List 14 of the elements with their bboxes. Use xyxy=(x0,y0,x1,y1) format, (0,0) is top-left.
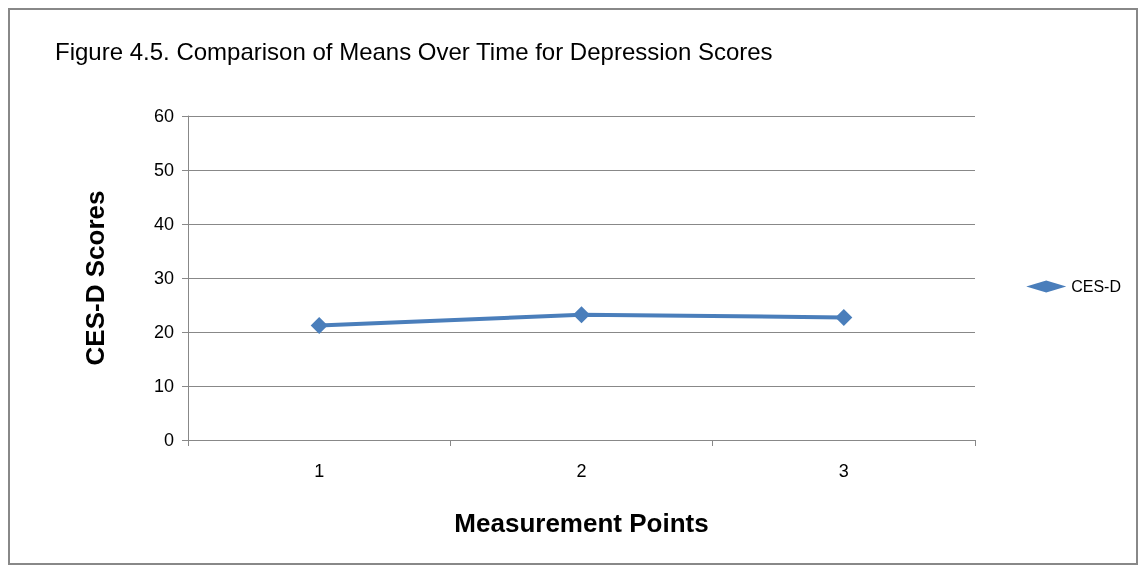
x-tick-label: 2 xyxy=(576,461,587,481)
legend-label: CES-D xyxy=(1071,278,1121,295)
y-tick-label: 0 xyxy=(163,430,174,450)
y-tick-label: 60 xyxy=(153,106,174,126)
y-tick-label: 20 xyxy=(153,322,174,342)
y-tick-label: 50 xyxy=(153,160,174,180)
x-axis-title: Measurement Points xyxy=(454,508,709,538)
y-tick-label: 30 xyxy=(153,268,174,288)
y-tick-label: 10 xyxy=(153,376,174,396)
y-axis-title: CES-D Scores xyxy=(80,190,110,366)
x-tick-label: 3 xyxy=(838,461,849,481)
chart-title: Figure 4.5. Comparison of Means Over Time for Depression Scores xyxy=(55,37,773,65)
y-tick-label: 40 xyxy=(153,214,174,234)
x-tick-label: 1 xyxy=(314,461,325,481)
